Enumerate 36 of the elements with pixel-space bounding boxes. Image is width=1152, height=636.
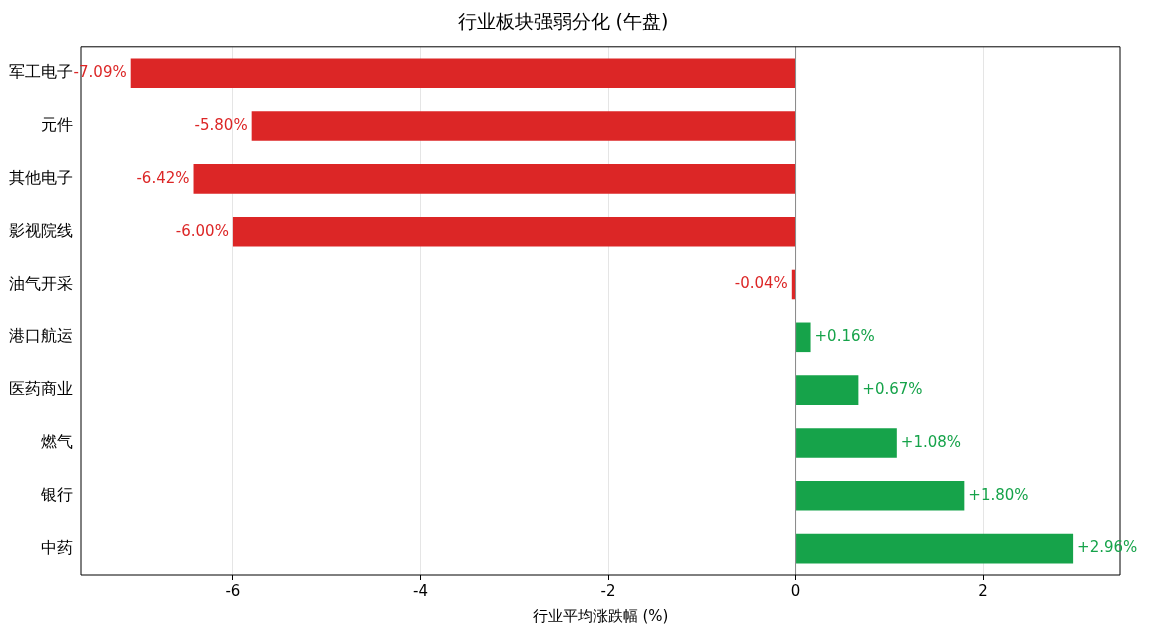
y-tick-label: 元件	[41, 115, 73, 135]
y-tick-label: 影视院线	[9, 220, 73, 240]
x-tick-label: -2	[600, 581, 616, 600]
bar	[791, 269, 796, 300]
x-tick-label: 0	[790, 581, 801, 600]
data-label: -5.80%	[194, 115, 248, 134]
y-tick-label: 油气开采	[9, 273, 73, 293]
y-tick-label: 军工电子	[9, 62, 73, 82]
bar	[251, 111, 796, 141]
x-axis-title: 行业平均涨跌幅 (%)	[532, 606, 669, 625]
bar	[130, 58, 796, 88]
data-label: +2.96%	[1077, 538, 1138, 557]
chart-title: 行业板块强弱分化 (午盘)	[457, 10, 669, 33]
y-tick-label: 港口航运	[9, 326, 73, 346]
data-label: +0.67%	[862, 380, 923, 399]
y-tick-label: 银行	[40, 484, 73, 504]
bar	[796, 533, 1074, 564]
y-tick-label: 中药	[41, 537, 73, 557]
data-label: +1.80%	[968, 485, 1029, 504]
bar	[796, 322, 811, 353]
y-tick-label: 燃气	[41, 432, 73, 452]
data-label: -6.42%	[136, 168, 190, 187]
data-label: +0.16%	[814, 327, 875, 346]
data-label: +1.08%	[900, 432, 962, 451]
y-tick-label: 医药商业	[9, 379, 73, 399]
x-tick-label: -4	[412, 581, 428, 600]
bar	[193, 164, 796, 194]
y-tick-label: 其他电子	[9, 168, 73, 188]
x-tick-label: -6	[225, 581, 241, 600]
bar	[232, 216, 796, 247]
data-label: -0.04%	[734, 274, 788, 293]
bar	[796, 428, 897, 458]
x-tick-label: 2	[978, 581, 988, 600]
bar	[796, 480, 965, 511]
bar	[796, 375, 859, 405]
data-label: -6.00%	[175, 221, 229, 240]
